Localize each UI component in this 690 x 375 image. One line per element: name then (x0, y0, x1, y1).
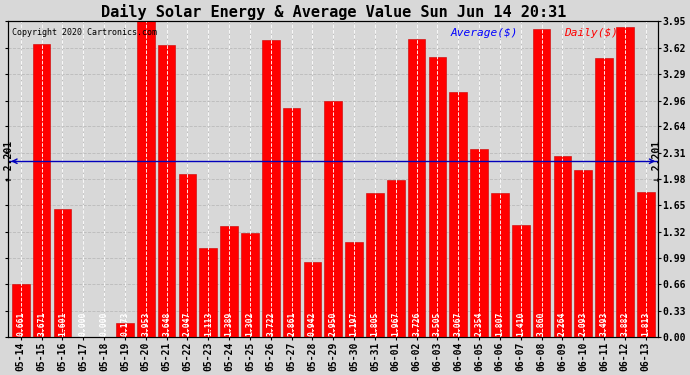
Bar (179, 174, 196, 337)
Text: 0.000: 0.000 (79, 312, 88, 336)
Bar (304, 262, 322, 337)
Bar (616, 27, 633, 337)
Text: 1.601: 1.601 (58, 312, 67, 336)
Text: 0.942: 0.942 (308, 312, 317, 336)
Text: 3.726: 3.726 (412, 312, 421, 336)
Bar (637, 192, 655, 337)
Text: 2.047: 2.047 (183, 312, 192, 336)
Bar (470, 149, 488, 337)
Bar (262, 40, 279, 337)
Text: 0.173: 0.173 (121, 312, 130, 336)
Text: 1.807: 1.807 (495, 312, 504, 336)
Bar (220, 226, 238, 337)
Text: 3.067: 3.067 (454, 312, 463, 336)
Text: 1.967: 1.967 (391, 312, 400, 336)
Text: 3.493: 3.493 (600, 312, 609, 336)
Bar (533, 28, 551, 337)
Text: 1.389: 1.389 (224, 312, 234, 336)
Text: 1.410: 1.410 (516, 312, 525, 336)
Text: 3.505: 3.505 (433, 312, 442, 336)
Text: 1.113: 1.113 (204, 312, 213, 336)
Bar (324, 101, 342, 337)
Text: 3.722: 3.722 (266, 312, 275, 336)
Text: 1.197: 1.197 (350, 312, 359, 336)
Bar (574, 170, 592, 337)
Bar (199, 248, 217, 337)
Bar (408, 39, 426, 337)
Bar (553, 156, 571, 337)
Text: 1.302: 1.302 (246, 312, 255, 336)
Bar (366, 193, 384, 337)
Text: 2.093: 2.093 (579, 312, 588, 336)
Text: Copyright 2020 Cartronics.com: Copyright 2020 Cartronics.com (12, 28, 157, 37)
Text: 3.671: 3.671 (37, 312, 46, 336)
Bar (283, 108, 300, 337)
Bar (158, 45, 175, 337)
Text: 2.354: 2.354 (475, 312, 484, 336)
Bar (512, 225, 529, 337)
Bar (428, 57, 446, 337)
Bar (54, 209, 71, 337)
Text: 2.861: 2.861 (287, 312, 296, 336)
Text: ↓ 2.201: ↓ 2.201 (652, 141, 662, 182)
Text: Average($): Average($) (450, 28, 518, 38)
Bar (449, 92, 467, 337)
Text: 2.264: 2.264 (558, 312, 567, 336)
Text: 1.805: 1.805 (371, 312, 380, 336)
Text: 3.860: 3.860 (537, 312, 546, 336)
Bar (116, 324, 134, 337)
Text: 1.813: 1.813 (641, 312, 650, 336)
Bar (12, 284, 30, 337)
Text: 0.000: 0.000 (99, 312, 108, 336)
Text: 3.648: 3.648 (162, 312, 171, 336)
Bar (33, 44, 50, 337)
Text: ↑ 2.201: ↑ 2.201 (4, 141, 14, 182)
Text: 2.950: 2.950 (328, 312, 337, 336)
Title: Daily Solar Energy & Average Value Sun Jun 14 20:31: Daily Solar Energy & Average Value Sun J… (101, 4, 566, 20)
Text: 3.882: 3.882 (620, 312, 629, 336)
Text: 3.953: 3.953 (141, 312, 150, 336)
Text: Daily($): Daily($) (564, 28, 618, 38)
Bar (595, 58, 613, 337)
Bar (387, 180, 404, 337)
Bar (491, 193, 509, 337)
Bar (241, 233, 259, 337)
Text: 0.661: 0.661 (17, 312, 26, 336)
Bar (345, 242, 363, 337)
Bar (137, 21, 155, 337)
